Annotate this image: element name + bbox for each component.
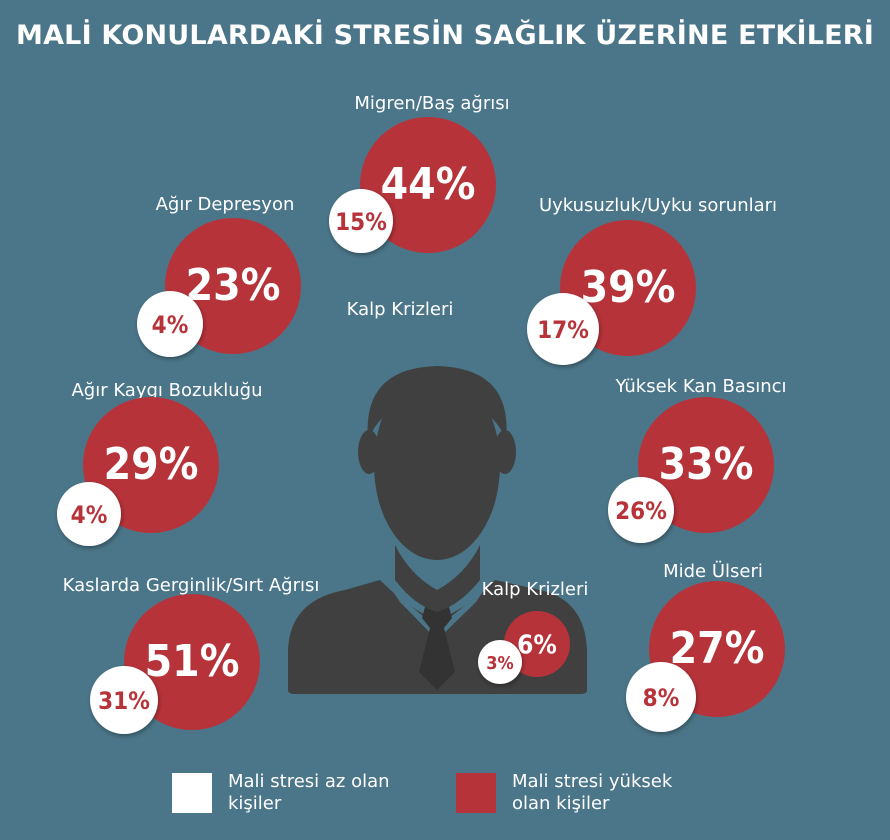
low-stress-value: 15% [335,208,387,236]
low-stress-value: 31% [98,687,150,715]
high-stress-value: 33% [659,439,754,490]
category-label: Mide Ülseri [663,560,763,582]
high-stress-value: 44% [381,159,476,210]
high-stress-value: 29% [104,439,199,490]
high-stress-bubble [124,594,260,730]
legend-swatch-low [172,773,212,813]
category-label: Ağır Depresyon [156,194,295,215]
low-stress-value: 26% [615,497,667,525]
high-stress-bubble [360,117,496,253]
low-stress-bubble [137,291,203,357]
high-stress-value: 27% [670,623,765,674]
category-label: Ağır Kaygı Bozukluğu [71,380,262,401]
category-label: Migren/Baş ağrısı [354,93,509,114]
legend-item-high: Mali stresi yüksek olan kişiler [456,770,687,816]
low-stress-bubble [626,662,696,732]
low-stress-value: 4% [71,501,108,529]
legend-item-low: Mali stresi az olan kişiler [172,770,403,816]
category-label: Uykusuzluk/Uyku sorunları [539,195,777,216]
low-stress-bubble [527,293,599,365]
high-stress-value: 23% [186,260,281,311]
high-stress-value: 39% [581,262,676,313]
low-stress-bubble [90,666,158,734]
legend-label-high: Mali stresi yüksek olan kişiler [512,771,673,814]
chart-title: MALİ KONULARDAKİ STRESİN SAĞLIK ÜZERİNE … [16,20,874,51]
legend-swatch-high [456,773,496,813]
low-stress-bubble [478,640,522,684]
low-stress-bubble [57,482,121,546]
category-label: Kaslarda Gerginlik/Sırt Ağrısı [63,575,320,596]
category-label: Yüksek Kan Basıncı [614,376,786,397]
category-label: Kalp Krizleri [482,579,589,600]
legend-label-low: Mali stresi az olan kişiler [228,771,390,814]
low-stress-bubble [329,189,393,253]
low-stress-value: 3% [486,653,514,674]
low-stress-value: 17% [537,316,589,344]
high-stress-value: 51% [145,636,240,687]
low-stress-value: 4% [152,311,189,339]
stray-category-label: Kalp Krizleri [347,299,454,320]
low-stress-bubble [608,477,674,543]
low-stress-value: 8% [643,684,680,712]
high-stress-value: 6% [517,631,557,661]
